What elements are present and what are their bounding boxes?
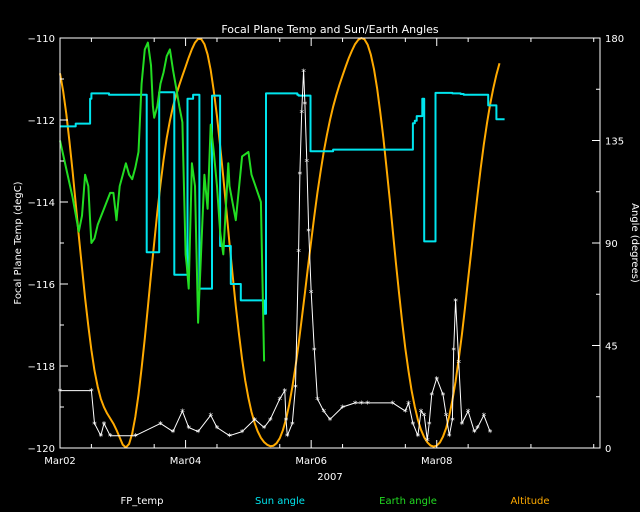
fp-temp-point: *	[99, 433, 104, 443]
fp-temp-point: *	[434, 375, 439, 385]
fp-temp-point: *	[92, 420, 97, 430]
y-left-tick-label: −116	[28, 280, 55, 291]
y-right-tick-label: 90	[605, 239, 618, 250]
fp-temp-point: *	[416, 433, 421, 443]
fp-temp-point: *	[312, 347, 317, 357]
fp-temp-point: *	[472, 429, 477, 439]
fp-temp-point: *	[278, 396, 283, 406]
y-axis-right-label: Angle (degrees)	[629, 203, 640, 283]
fp-temp-point: *	[419, 408, 424, 418]
fp-temp-point: *	[186, 425, 191, 435]
series-line-sun-angle	[60, 91, 505, 315]
fp-temp-point: *	[359, 400, 364, 410]
fp-temp-point: *	[158, 420, 163, 430]
series-line-altitude	[59, 37, 501, 449]
fp-temp-point: *	[315, 396, 320, 406]
fp-temp-point: *	[102, 420, 107, 430]
legend-item-earth-angle: Earth angle	[379, 496, 437, 507]
y-axis-left-label: Focal Plane Temp (degC)	[13, 181, 24, 304]
fp-temp-point: *	[450, 416, 455, 426]
fp-temp-point: *	[227, 433, 232, 443]
fp-temp-point: *	[441, 392, 446, 402]
x-tick-label: Mar08	[421, 456, 453, 467]
fp-temp-point: *	[453, 297, 458, 307]
fp-temp-point: *	[321, 408, 326, 418]
y-left-tick-label: −118	[28, 362, 55, 373]
y-left-tick-label: −114	[28, 198, 55, 209]
fp-temp-point: *	[268, 416, 273, 426]
fp-temp-point: *	[365, 400, 370, 410]
fp-temp-point: *	[89, 388, 94, 398]
fp-temp-point: *	[208, 412, 213, 422]
fp-temp-point: *	[108, 433, 113, 443]
fp-temp-point: *	[425, 437, 430, 447]
fp-temp-point: *	[475, 425, 480, 435]
y-right-tick-label: 135	[605, 137, 624, 148]
series-layer: * ***** ***** **** *********************** * *…	[58, 37, 505, 449]
x-tick-label: Mar04	[170, 456, 202, 467]
x-axis-label: 2007	[317, 472, 342, 483]
fp-temp-point: *	[306, 228, 311, 238]
fp-temp-point: *	[283, 388, 288, 398]
fp-temp-point: *	[133, 433, 138, 443]
fp-temp-point: *	[451, 347, 456, 357]
fp-temp-point: *	[290, 420, 295, 430]
fp-temp-point: *	[303, 101, 308, 111]
fp-temp-point: *	[293, 384, 298, 394]
fp-temp-point: *	[180, 408, 185, 418]
fp-temp-point: *	[171, 429, 176, 439]
fp-temp-point: *	[328, 416, 333, 426]
fp-temp-point: *	[422, 412, 427, 422]
legend-item-sun-angle: Sun angle	[255, 496, 305, 507]
series-line-fp-temp	[60, 70, 491, 441]
ticks-layer: Mar02 Mar04 Mar06 Mar08 −110 −112 −114 −116 −118…	[28, 34, 625, 467]
fp-temp-point: *	[296, 248, 301, 258]
fp-temp-point: *	[444, 412, 449, 422]
fp-temp-point: *	[240, 429, 245, 439]
chart-title: Focal Plane Temp and Sun/Earth Angles	[221, 23, 439, 36]
fp-temp-point: *	[262, 425, 267, 435]
fp-temp-point: *	[284, 416, 289, 426]
fp-temp-point: *	[305, 158, 310, 168]
y-right-tick-label: 180	[605, 34, 624, 45]
fp-temp-point: *	[215, 425, 220, 435]
series-line-earth-angle	[59, 41, 266, 362]
fp-temp-point: *	[447, 433, 452, 443]
y-left-tick-label: −112	[28, 116, 55, 127]
fp-temp-point: *	[353, 400, 358, 410]
fp-temp-point: *	[488, 429, 493, 439]
legend: FP_temp Sun angle Earth angle Altitude	[121, 496, 550, 507]
fp-temp-point: *	[301, 68, 306, 78]
fp-temp-point: *	[298, 170, 303, 180]
legend-item-fp-temp: FP_temp	[121, 496, 164, 507]
y-right-tick-label: 0	[605, 444, 611, 455]
y-left-tick-label: −110	[28, 34, 55, 45]
fp-temp-point: *	[429, 392, 434, 402]
fp-temp-point: *	[299, 109, 304, 119]
fp-temp-point: *	[285, 433, 290, 443]
fp-temp-point: *	[309, 289, 314, 299]
fp-temp-point: *	[252, 416, 257, 426]
legend-item-altitude: Altitude	[510, 496, 549, 507]
fp-temp-point: *	[411, 420, 416, 430]
fp-temp-point: *	[460, 420, 465, 430]
fp-temp-point: *	[391, 400, 396, 410]
fp-temp-point: *	[403, 408, 408, 418]
fp-temp-point: *	[340, 404, 345, 414]
fp-temp-point: *	[466, 408, 471, 418]
x-tick-label: Mar02	[44, 456, 76, 467]
fp-temp-point: *	[196, 429, 201, 439]
y-left-tick-label: −120	[28, 444, 55, 455]
fp-temp-point: *	[406, 400, 411, 410]
y-right-tick-label: 45	[605, 342, 618, 353]
fp-temp-point: *	[456, 359, 461, 369]
fp-temp-point: *	[427, 420, 432, 430]
fp-temp-point: *	[482, 412, 487, 422]
x-tick-label: Mar06	[295, 456, 327, 467]
